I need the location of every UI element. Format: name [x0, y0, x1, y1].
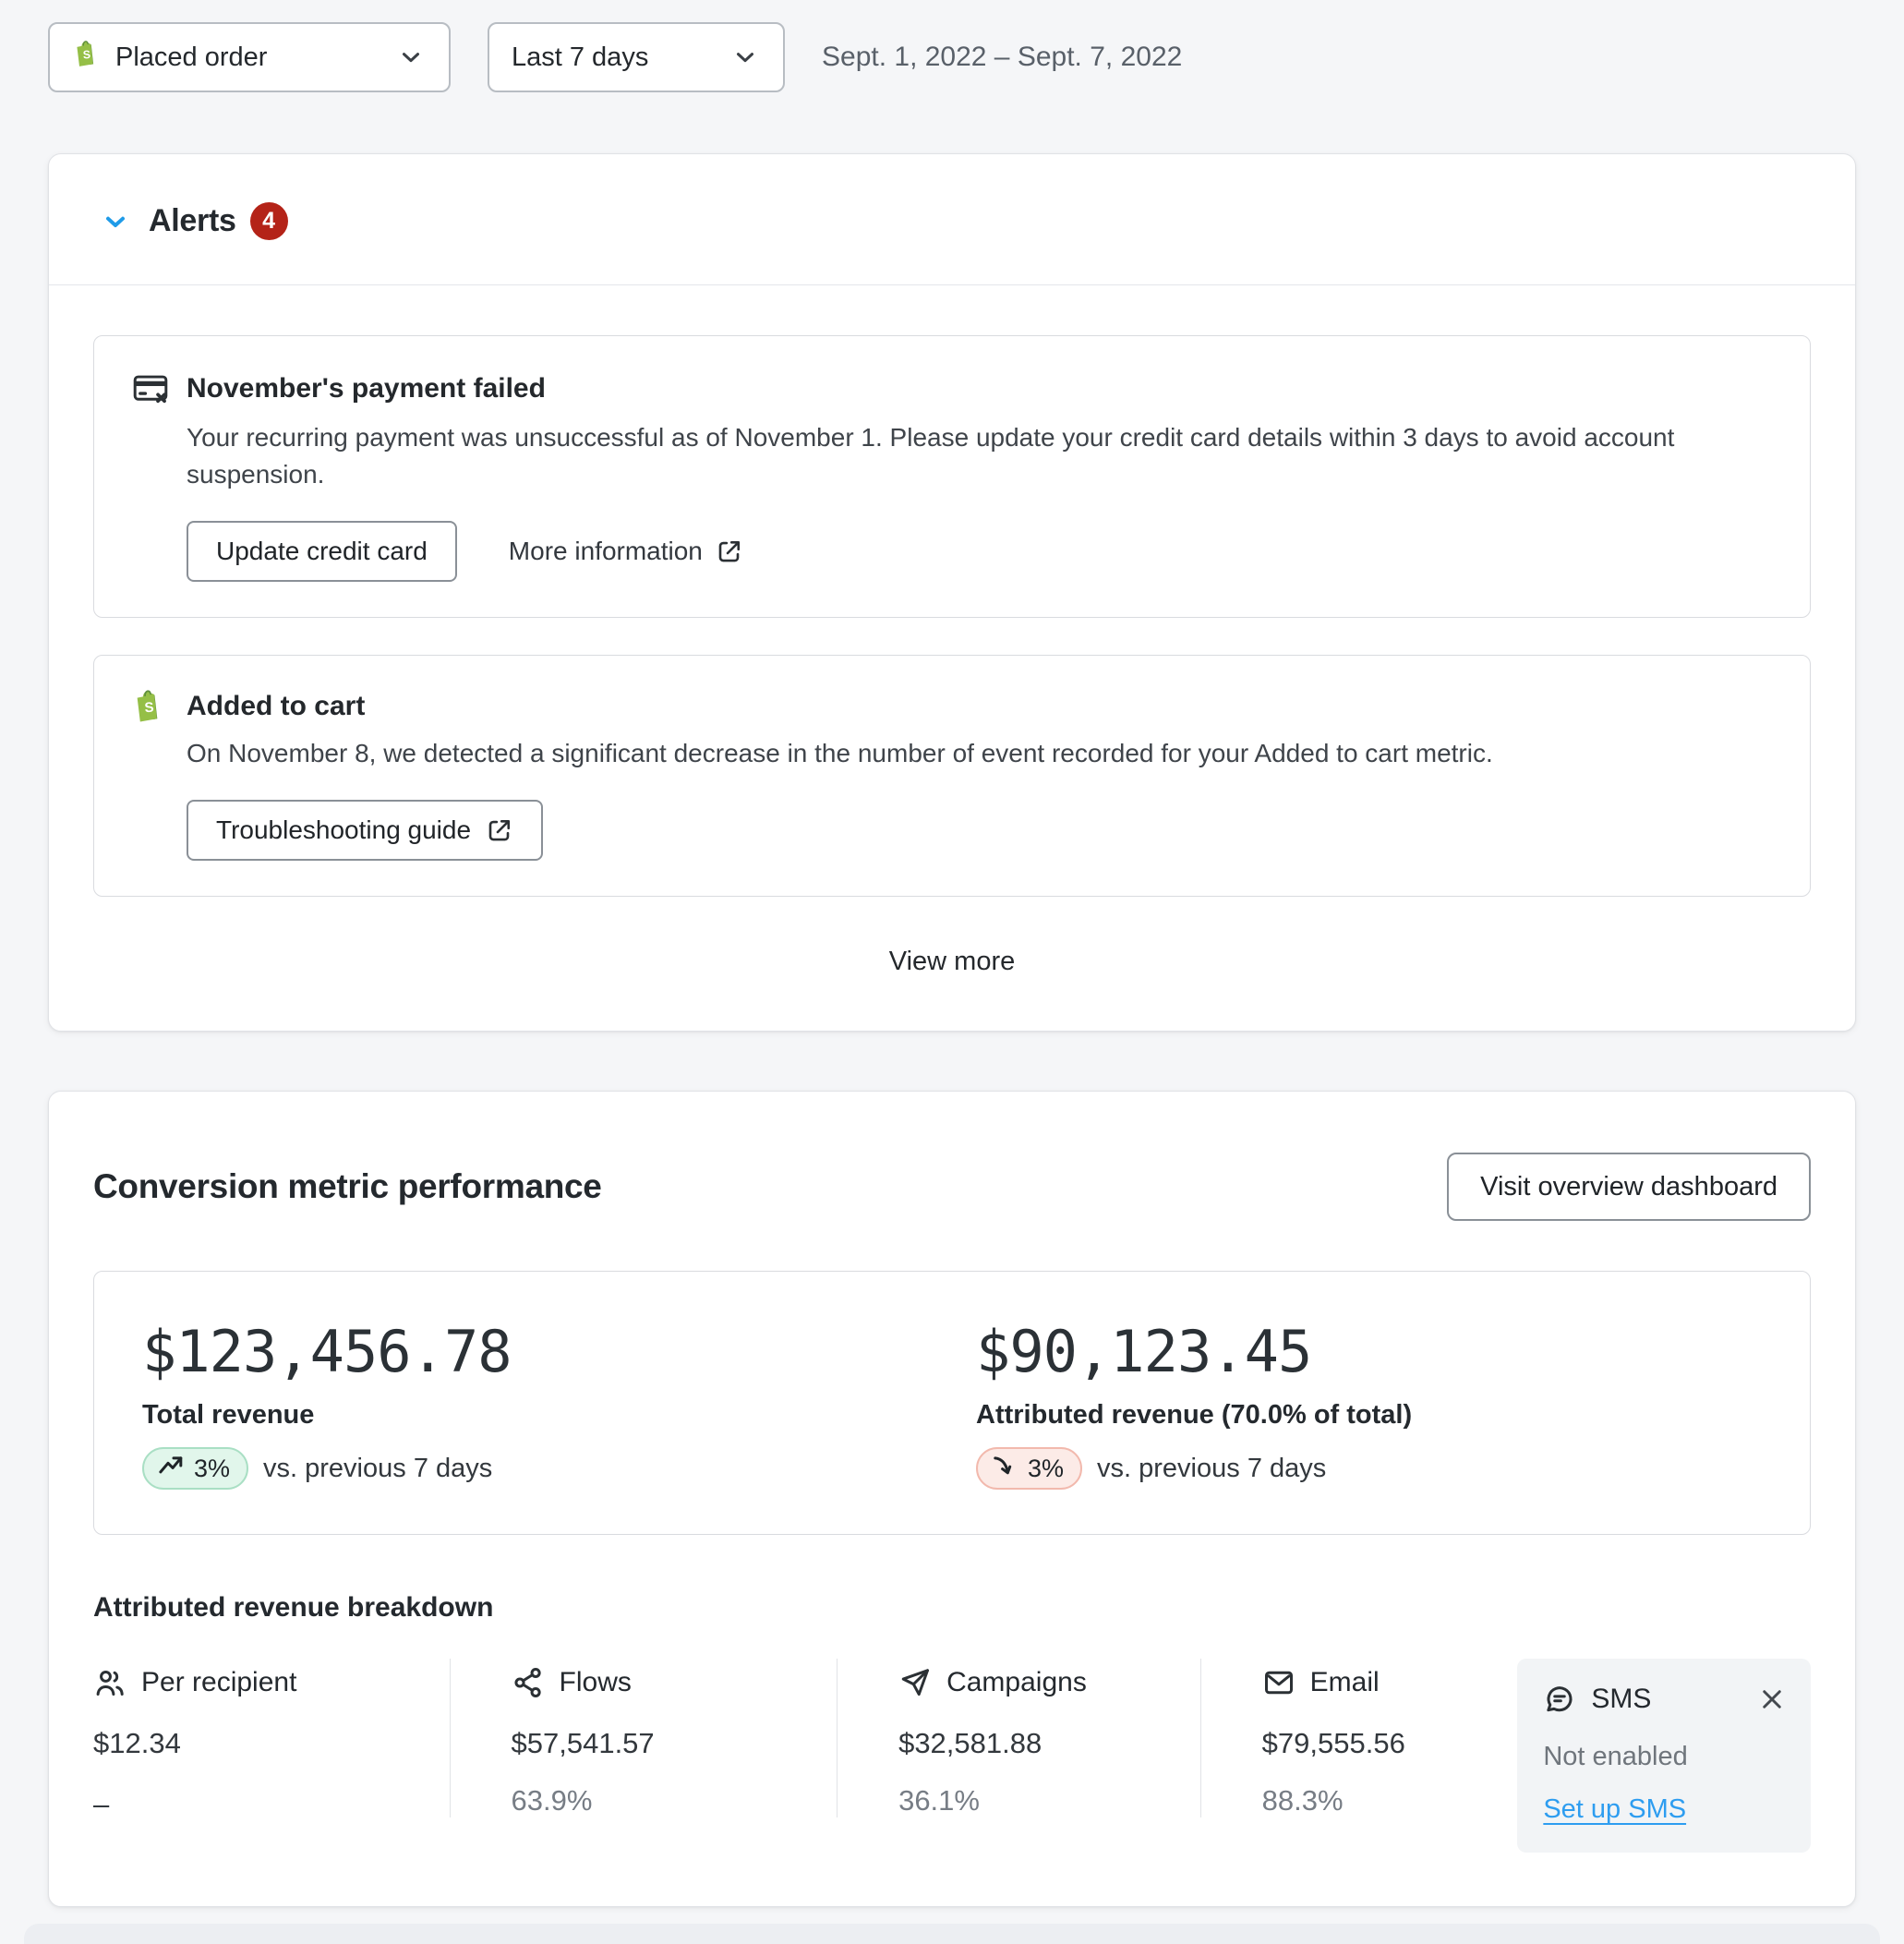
chevron-down-icon — [731, 43, 759, 71]
date-range-select[interactable]: Last 7 days — [488, 22, 785, 92]
alerts-card: Alerts 4 November's payment failed — [48, 153, 1856, 1032]
range-select-value: Last 7 days — [512, 42, 649, 72]
alert-title: November's payment failed — [187, 373, 546, 404]
breakdown-label: SMS — [1591, 1684, 1652, 1714]
sms-icon — [1543, 1683, 1576, 1716]
alert-description: On November 8, we detected a significant… — [187, 739, 1493, 767]
next-section-edge — [24, 1924, 1880, 1944]
email-icon — [1262, 1666, 1295, 1699]
external-link-icon — [716, 537, 743, 565]
metric-value: $90,123.45 — [976, 1318, 1312, 1385]
breakdown-value: $12.34 — [93, 1727, 181, 1759]
svg-text:S: S — [82, 48, 90, 62]
breakdown-label: Campaigns — [946, 1667, 1087, 1697]
troubleshooting-guide-button[interactable]: Troubleshooting guide — [187, 800, 544, 861]
alerts-body: November's payment failed Your recurring… — [49, 285, 1855, 1031]
breakdown-value: $79,555.56 — [1261, 1727, 1405, 1759]
breakdown-percent: – — [93, 1788, 110, 1820]
shopify-bag-icon: S — [131, 689, 174, 724]
shopify-bag-icon: S — [72, 40, 101, 76]
comparison-text: vs. previous 7 days — [263, 1453, 493, 1483]
breakdown-label: Per recipient — [141, 1667, 297, 1697]
filter-bar: S Placed order Last 7 days Sept. 1, 2022… — [48, 22, 1856, 92]
metric-value: $123,456.78 — [142, 1318, 512, 1385]
breakdown-col-flows: Flows $57,541.57 63.9% — [449, 1659, 838, 1817]
close-icon[interactable] — [1757, 1684, 1787, 1714]
alert-title: Added to cart — [187, 691, 366, 721]
alert-payment-failed: November's payment failed Your recurring… — [93, 335, 1811, 618]
change-value: 3% — [1028, 1454, 1065, 1482]
alerts-header: Alerts 4 — [49, 154, 1855, 284]
breakdown-value: $32,581.88 — [898, 1727, 1042, 1759]
trend-down-icon — [991, 1452, 1018, 1486]
conversion-title: Conversion metric performance — [93, 1167, 602, 1205]
metric-label: Total revenue — [142, 1400, 315, 1430]
alert-added-to-cart: S Added to cart On November 8, we detect… — [93, 655, 1811, 897]
change-pill-negative: 3% — [976, 1447, 1083, 1490]
flows-icon — [512, 1666, 545, 1699]
breakdown-col-per-recipient: Per recipient $12.34 – — [93, 1659, 450, 1821]
metric-label: Attributed revenue (70.0% of total) — [976, 1400, 1413, 1430]
update-credit-card-button[interactable]: Update credit card — [187, 521, 457, 582]
alerts-count-badge: 4 — [249, 202, 288, 240]
breakdown-value: $57,541.57 — [511, 1727, 655, 1759]
change-pill-positive: 3% — [142, 1447, 249, 1490]
breakdown-label: Flows — [559, 1667, 632, 1697]
chevron-down-icon — [397, 43, 425, 71]
people-icon — [93, 1666, 127, 1699]
sms-panel: SMS Not enabled Set up SMS — [1517, 1659, 1811, 1853]
breakdown-title: Attributed revenue breakdown — [93, 1592, 494, 1623]
set-up-sms-link[interactable]: Set up SMS — [1543, 1794, 1687, 1824]
conversion-card: Conversion metric performance Visit over… — [48, 1091, 1856, 1907]
visit-dashboard-button[interactable]: Visit overview dashboard — [1447, 1153, 1811, 1221]
metric-select[interactable]: S Placed order — [48, 22, 451, 92]
metric-select-value: Placed order — [115, 42, 268, 72]
svg-text:S: S — [144, 700, 154, 717]
external-link-icon — [486, 816, 513, 844]
date-range-text: Sept. 1, 2022 – Sept. 7, 2022 — [822, 42, 1183, 72]
metrics-box: $123,456.78 Total revenue 3% vs. previou… — [93, 1271, 1811, 1535]
breakdown-col-campaigns: Campaigns $32,581.88 36.1% — [837, 1659, 1200, 1817]
alert-description: Your recurring payment was unsuccessful … — [187, 423, 1675, 489]
comparison-text: vs. previous 7 days — [1097, 1453, 1327, 1483]
breakdown-percent: 36.1% — [898, 1784, 980, 1817]
breakdown-row: Per recipient $12.34 – Flows $57,541.57 — [93, 1659, 1811, 1906]
collapse-chevron-icon[interactable] — [101, 207, 130, 236]
breakdown-percent: 63.9% — [511, 1784, 593, 1817]
sms-status-text: Not enabled — [1543, 1742, 1688, 1771]
divider — [49, 284, 1855, 285]
breakdown-percent: 88.3% — [1261, 1784, 1344, 1817]
breakdown-col-email: Email $79,555.56 88.3% — [1199, 1659, 1518, 1817]
trend-up-icon — [157, 1452, 185, 1486]
credit-card-failed-icon — [131, 369, 174, 408]
view-more-link[interactable]: View more — [888, 947, 1016, 976]
change-value: 3% — [194, 1454, 231, 1482]
attributed-revenue-metric: $90,123.45 Attributed revenue (70.0% of … — [976, 1318, 1810, 1490]
total-revenue-metric: $123,456.78 Total revenue 3% vs. previou… — [142, 1318, 976, 1490]
more-information-link[interactable]: More information — [509, 537, 743, 566]
send-icon — [898, 1666, 932, 1699]
breakdown-label: Email — [1309, 1667, 1380, 1697]
alerts-title: Alerts — [149, 203, 236, 238]
